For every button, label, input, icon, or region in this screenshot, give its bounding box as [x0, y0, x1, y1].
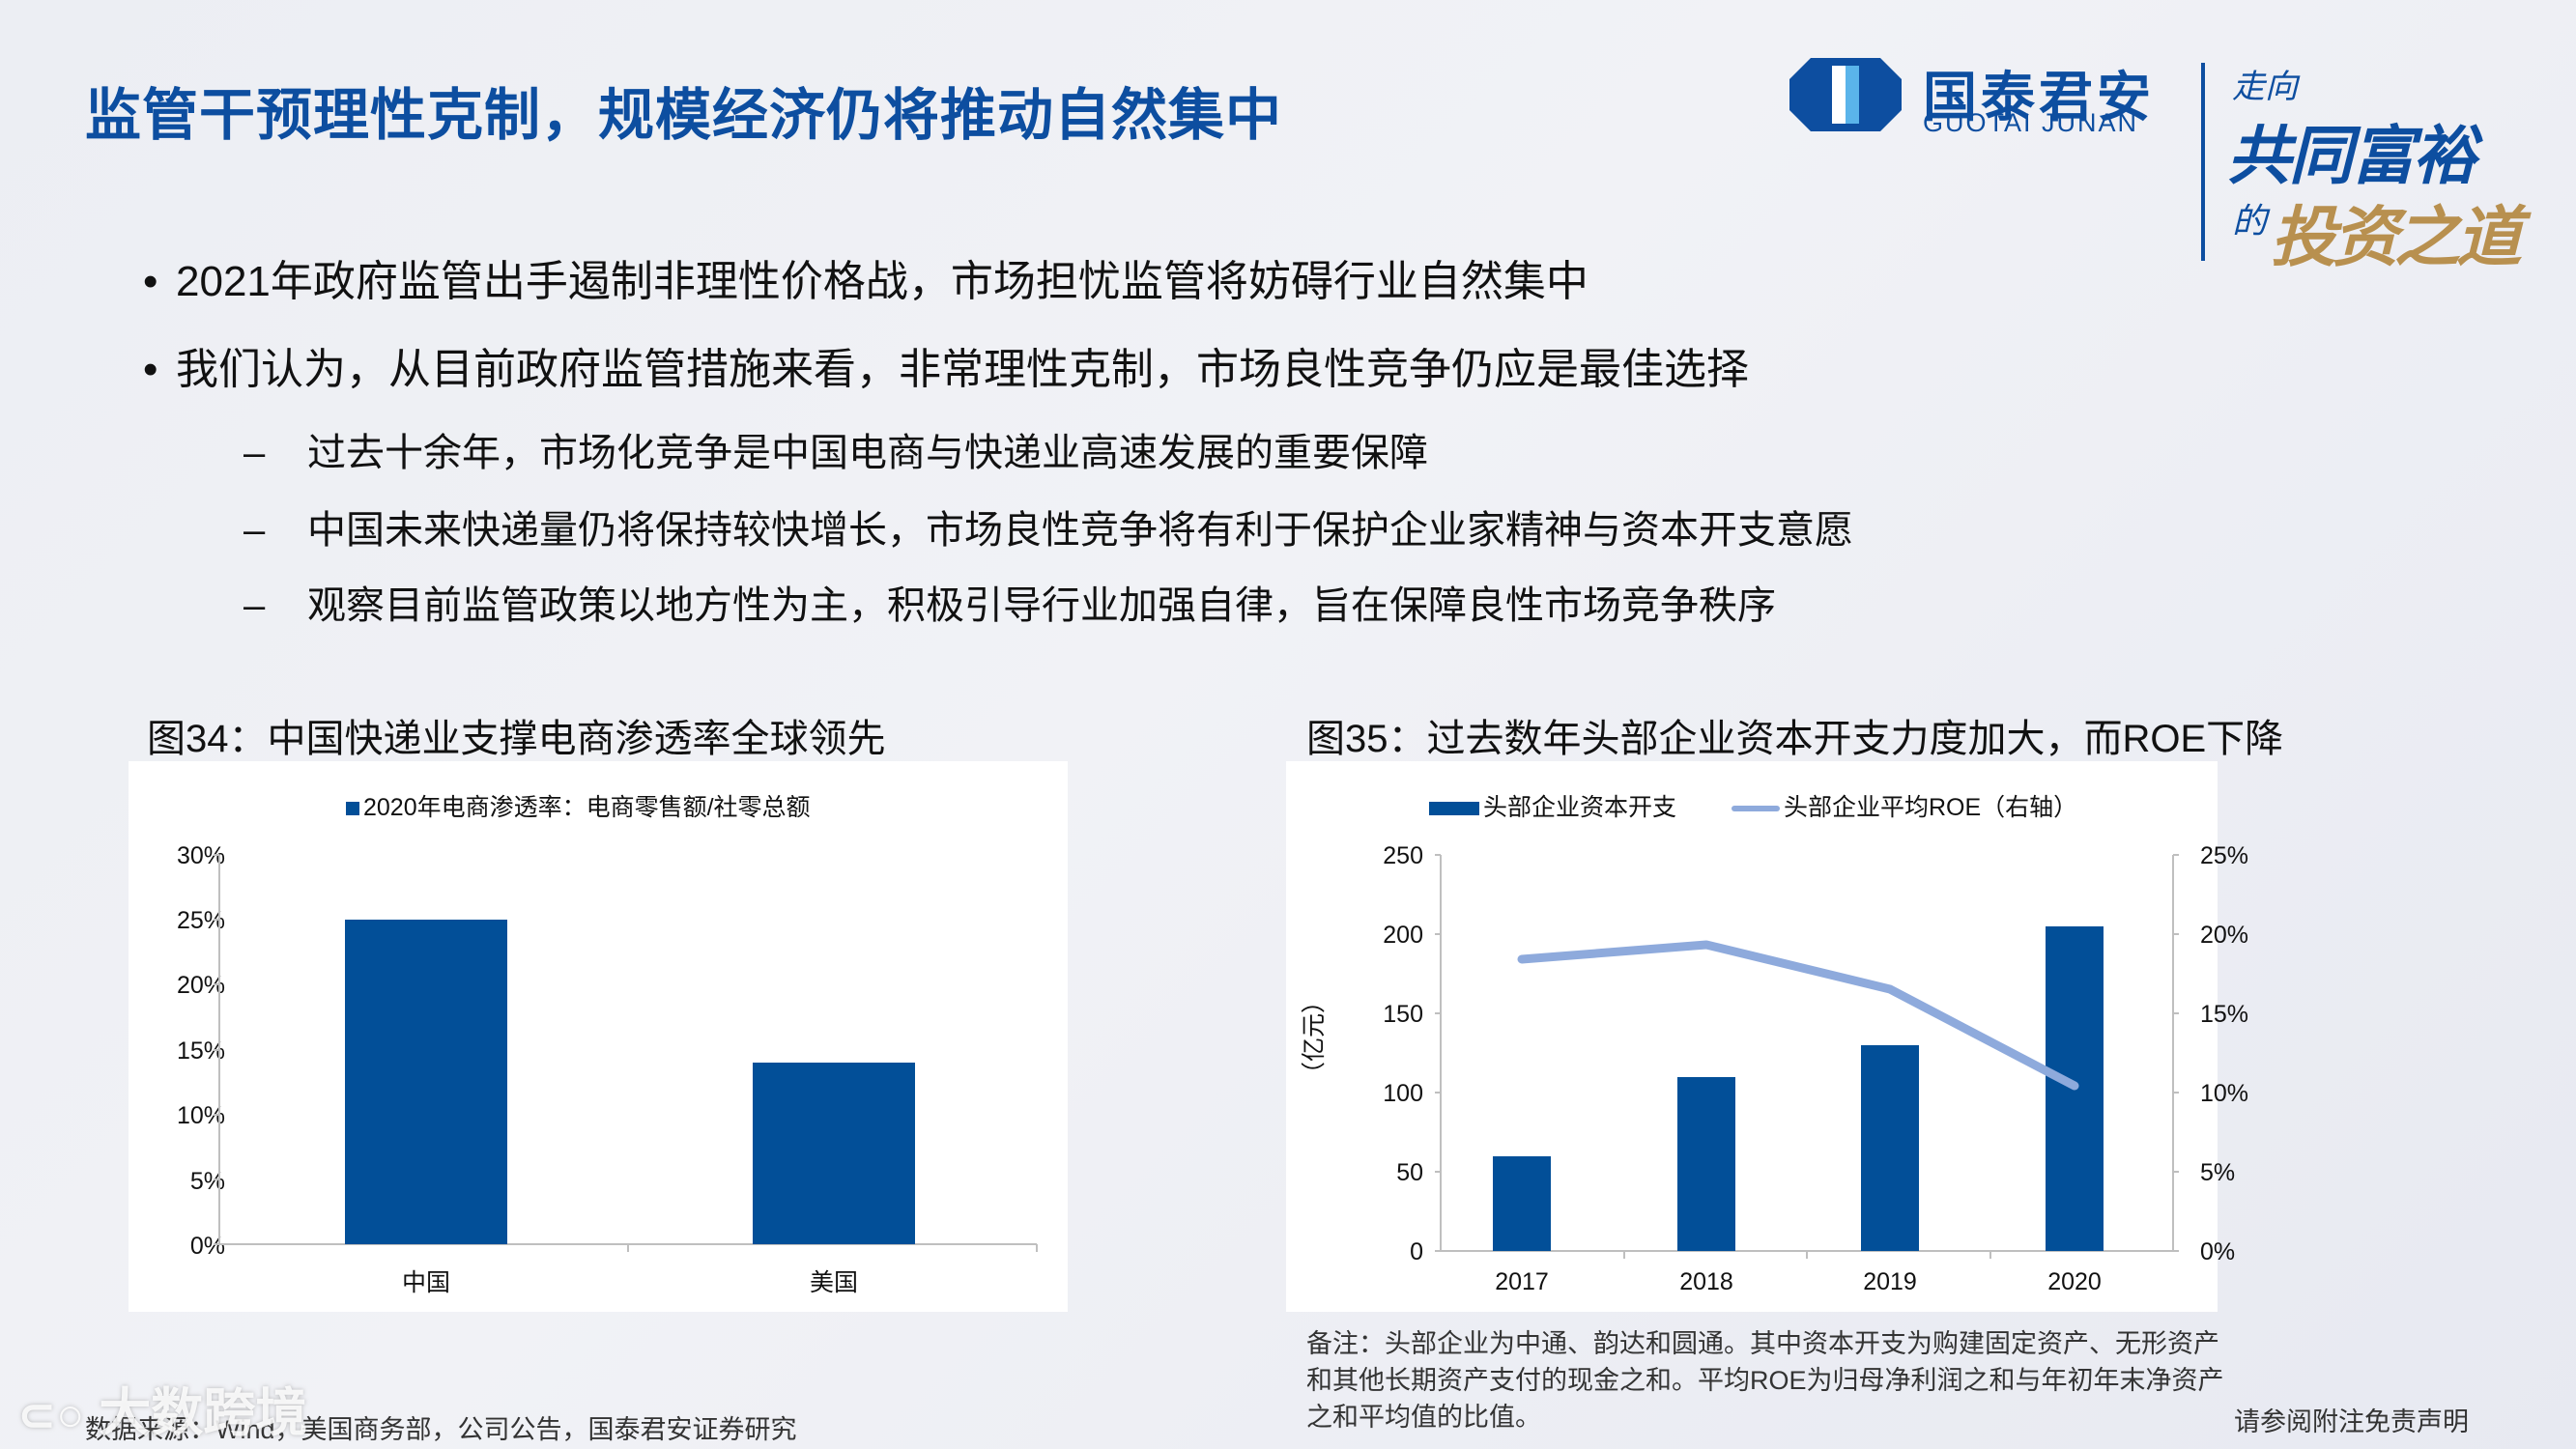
fig35-chart: 头部企业资本开支 头部企业平均ROE（右轴） （亿元） 250 200 150 … [1286, 761, 2248, 1312]
bullet-item: • 我们认为，从目前政府监管措施来看，非常理性克制，市场良性竞争仍应是最佳选择 [143, 334, 1749, 396]
legend-swatch-icon [346, 802, 359, 816]
legend-line-swatch-icon [1731, 806, 1780, 812]
bullet-marker: • [143, 258, 158, 305]
fig35-plot [1435, 854, 2179, 1259]
watermark: ⊂○ 大数跨境 [17, 1370, 307, 1446]
fig34-chart: 2020年电商渗透率：电商零售额/社零总额 30% 25% 20% 15% 10… [129, 761, 1068, 1312]
bullet-item: • 2021年政府监管出手遏制非理性价格战，市场担忧监管将妨碍行业自然集中 [143, 246, 1589, 308]
sub-bullet-item: – 过去十余年，市场化竞争是中国电商与快递业高速发展的重要保障 [243, 421, 1428, 477]
x-tick: 2020 [2047, 1268, 2102, 1295]
sub-bullet-text: 过去十余年，市场化竞争是中国电商与快递业高速发展的重要保障 [307, 432, 1428, 474]
fig35-legend: 头部企业资本开支 头部企业平均ROE（右轴） [1429, 788, 2077, 823]
fig35-note: 备注：头部企业为中通、韵达和圆通。其中资本开支为购建固定资产、无形资产和其他长期… [1306, 1329, 2224, 1432]
y-right-tick: 15% [2200, 1001, 2249, 1028]
legend-bar-swatch-icon [1429, 802, 1479, 816]
y-left-tick: 250 [1383, 842, 1423, 869]
slogan-line-1: 走向 [2232, 68, 2298, 106]
sub-bullet-item: – 中国未来快递量仍将保持较快增长，市场良性竞争将有利于保护企业家精神与资本开支意… [243, 498, 1853, 554]
fig34-legend-label: 2020年电商渗透率：电商零售额/社零总额 [363, 794, 811, 821]
sub-bullet-marker: – [243, 432, 266, 474]
sub-bullet-marker: – [243, 584, 266, 627]
sub-bullet-marker: – [243, 509, 266, 552]
bullet-text: 我们认为，从目前政府监管措施来看，非常理性克制，市场良性竞争仍应是最佳选择 [176, 346, 1749, 393]
x-tick: 美国 [809, 1269, 858, 1296]
y-right-tick: 25% [2200, 842, 2249, 869]
y-left-tick: 200 [1383, 922, 1423, 949]
bullet-text: 2021年政府监管出手遏制非理性价格战，市场担忧监管将妨碍行业自然集中 [176, 258, 1589, 305]
logo-name-cn: 国泰君安 [1923, 67, 2155, 128]
bar-2018 [1677, 1077, 1735, 1251]
fig35-legend-bar: 头部企业资本开支 [1483, 794, 1677, 821]
fig35-legend-line: 头部企业平均ROE（右轴） [1783, 794, 2078, 821]
bar-china [345, 920, 507, 1244]
logo-name-en: GUOTAI JUNAN [1923, 108, 2139, 137]
roe-line [1517, 940, 2079, 1091]
fig34-plot [214, 854, 1038, 1252]
disclaimer: 请参阅附注免责声明 [2234, 1407, 2469, 1436]
bullet-marker: • [143, 346, 158, 393]
x-tick: 2018 [1679, 1268, 1733, 1295]
slogan-line-2: 共同富裕 [2227, 118, 2476, 193]
sub-bullet-text: 观察目前监管政策以地方性为主，积极引导行业加强自律，旨在保障良性市场竞争秩序 [307, 584, 1776, 627]
watermark-text: 大数跨境 [99, 1384, 308, 1442]
y-left-tick: 0 [1410, 1238, 1423, 1265]
sub-bullet-item: – 观察目前监管政策以地方性为主，积极引导行业加强自律，旨在保障良性市场竞争秩序 [243, 574, 1776, 630]
x-tick: 2019 [1863, 1268, 1917, 1295]
bar-2019 [1861, 1045, 1919, 1251]
y-left-tick: 100 [1383, 1080, 1423, 1107]
bar-2017 [1493, 1156, 1551, 1251]
y-left-tick: 150 [1383, 1001, 1423, 1028]
fig34-title: 图34：中国快递业支撑电商渗透率全球领先 [147, 718, 886, 760]
page-title: 监管干预理性克制，规模经济仍将推动自然集中 [85, 84, 1283, 147]
y-right-tick: 20% [2200, 922, 2249, 949]
logo-divider [2201, 63, 2205, 261]
y-right-tick: 0% [2200, 1238, 2236, 1265]
fig35-title: 图35：过去数年头部企业资本开支力度加大，而ROE下降 [1306, 718, 2284, 760]
slogan-line-3: 的 [2232, 202, 2268, 242]
bar-usa [753, 1063, 915, 1244]
slogan-line-4: 投资之道 [2271, 199, 2522, 276]
guotai-junan-logo-icon [1789, 58, 1902, 131]
data-source: 数据来源：Wind，美国商务部，公司公告，国泰君安证券研究 [85, 1415, 797, 1444]
watermark-logo-icon: ⊂○ [17, 1390, 85, 1441]
x-tick: 中国 [401, 1269, 450, 1296]
sub-bullet-text: 中国未来快递量仍将保持较快增长，市场良性竞争将有利于保护企业家精神与资本开支意愿 [307, 509, 1853, 552]
fig34-legend: 2020年电商渗透率：电商零售额/社零总额 [346, 788, 811, 823]
y-right-tick: 5% [2200, 1159, 2236, 1186]
y-left-tick: 50 [1396, 1159, 1423, 1186]
x-tick: 2017 [1495, 1268, 1549, 1295]
y-right-tick: 10% [2200, 1080, 2249, 1107]
